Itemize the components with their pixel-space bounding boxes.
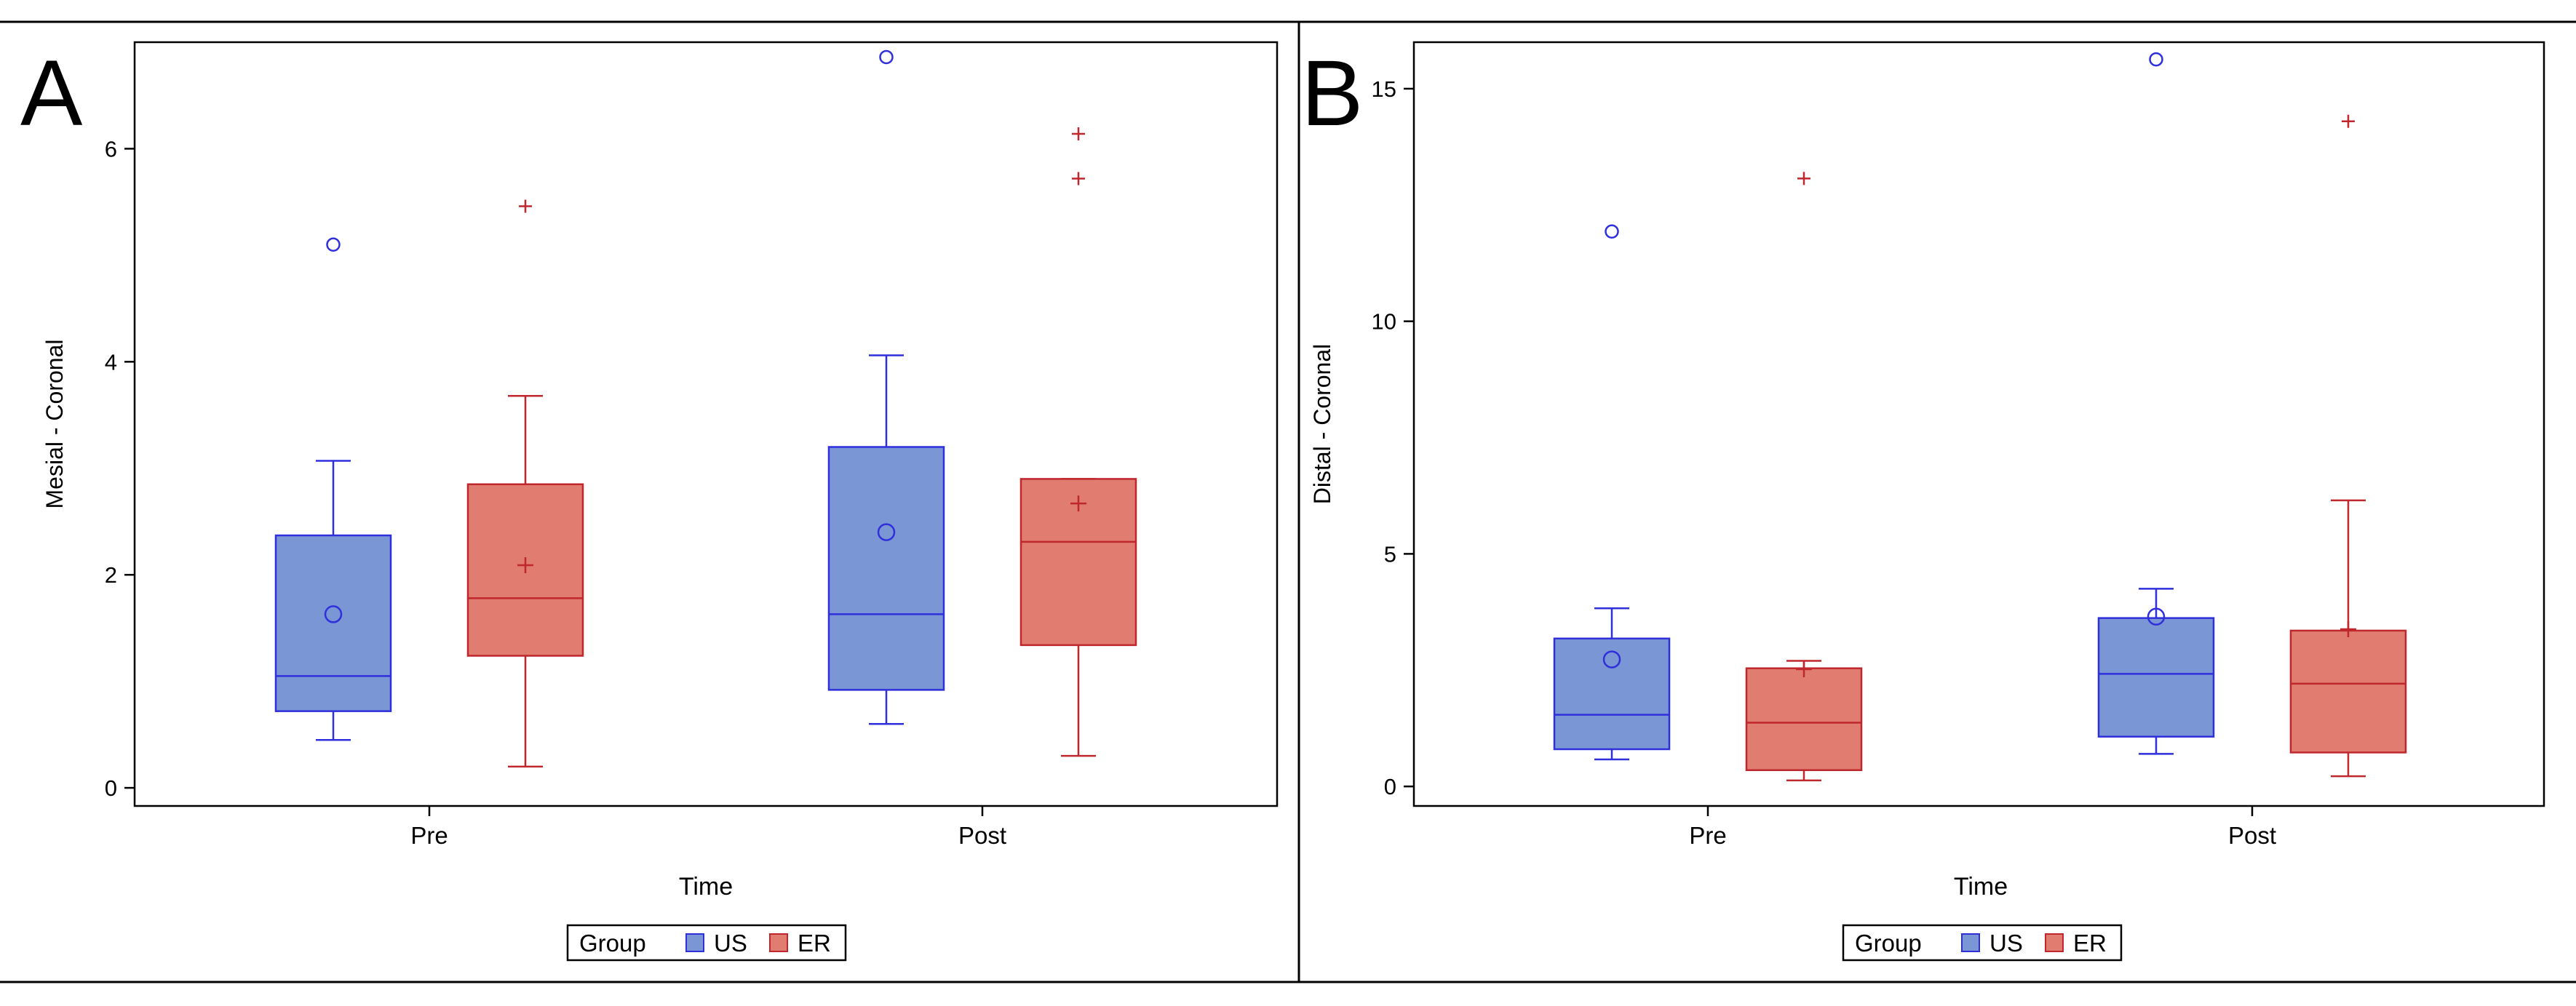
legend-swatch-er: [769, 933, 788, 952]
mean-marker: [2147, 607, 2166, 626]
x-axis-label: Time: [679, 873, 733, 901]
iqr-box: [827, 446, 945, 691]
iqr-box: [2097, 617, 2215, 738]
y-ticks: 0 2 4 6: [105, 136, 135, 801]
box-er-post: [1019, 127, 1137, 757]
outlier-point: [2149, 52, 2163, 67]
legend-label-er: ER: [2073, 930, 2107, 957]
y-tick-label: 15: [1372, 76, 1396, 102]
outlier-point: [1797, 172, 1810, 185]
box-er-pre: [1745, 172, 1863, 782]
y-tick-label: 0: [1384, 774, 1396, 799]
x-axis-label: Time: [1954, 873, 2008, 901]
panel-label: B: [1301, 41, 1363, 145]
outlier-point: [2342, 114, 2355, 128]
mean-marker: [1070, 495, 1086, 512]
legend-frame: [1842, 924, 2123, 962]
outlier-point: [1072, 127, 1085, 140]
mean-marker: [877, 523, 896, 541]
legend-title: Group: [1855, 930, 1922, 957]
y-tick-label: 6: [105, 136, 117, 161]
legend: Group US ER: [1842, 924, 2123, 962]
panel-a: A Mesial - Coronal Time 0 2 4 6 Pre Post Gro…: [20, 41, 1279, 962]
box-us-post: [2097, 52, 2215, 755]
mean-marker: [324, 605, 343, 623]
y-tick-label: 2: [105, 562, 117, 588]
x-tick-label: Post: [2228, 822, 2276, 849]
y-ticks: 0 5 10 15: [1372, 76, 1414, 799]
legend: Group US ER: [566, 924, 847, 962]
x-ticks: Pre Post: [410, 806, 1006, 849]
outlier-point: [519, 199, 532, 213]
plot-frame: [133, 41, 1279, 807]
iqr-box: [1745, 667, 1863, 772]
box-us-post: [827, 49, 945, 725]
legend-frame: [566, 924, 847, 962]
legend-title: Group: [579, 930, 646, 957]
y-tick-label: 10: [1372, 309, 1396, 335]
legend-label-er: ER: [798, 930, 831, 957]
outlier-point: [1605, 224, 1619, 239]
box-us-pre: [274, 237, 392, 741]
x-tick-label: Pre: [1689, 822, 1726, 849]
box-us-pre: [1553, 224, 1671, 761]
panel-b: B Distal - Coronal Time 0 5 10 15 Pre Post G…: [1301, 41, 2545, 962]
y-tick-label: 0: [105, 775, 117, 801]
iqr-box: [1019, 478, 1137, 647]
panel-label: A: [20, 41, 83, 145]
y-tick-label: 5: [1384, 541, 1396, 567]
iqr-box: [2289, 629, 2407, 754]
legend-swatch-us: [685, 933, 704, 952]
legend-label-us: US: [714, 930, 747, 957]
x-ticks: Pre Post: [1689, 806, 2276, 849]
box-plots: [1553, 52, 2407, 782]
mean-marker: [2340, 621, 2356, 638]
y-tick-label: 4: [105, 349, 117, 375]
plot-frame: [1412, 41, 2545, 807]
y-axis-label: Mesial - Coronal: [41, 340, 68, 509]
y-axis-label: Distal - Coronal: [1309, 344, 1335, 505]
box-plots: [274, 49, 1137, 768]
mean-marker: [517, 557, 533, 574]
outlier-point: [326, 237, 341, 252]
mean-marker: [1602, 650, 1621, 668]
box-er-pre: [466, 199, 584, 768]
legend-label-us: US: [1989, 930, 2023, 957]
legend-swatch-er: [2045, 933, 2064, 952]
outlier-point: [879, 49, 894, 65]
legend-swatch-us: [1961, 933, 1980, 952]
box-er-post: [2289, 114, 2407, 778]
iqr-box: [1553, 637, 1671, 751]
x-tick-label: Pre: [410, 822, 448, 849]
x-tick-label: Post: [958, 822, 1006, 849]
outlier-point: [1072, 172, 1085, 185]
iqr-box: [274, 534, 392, 712]
mean-marker: [1796, 660, 1812, 677]
